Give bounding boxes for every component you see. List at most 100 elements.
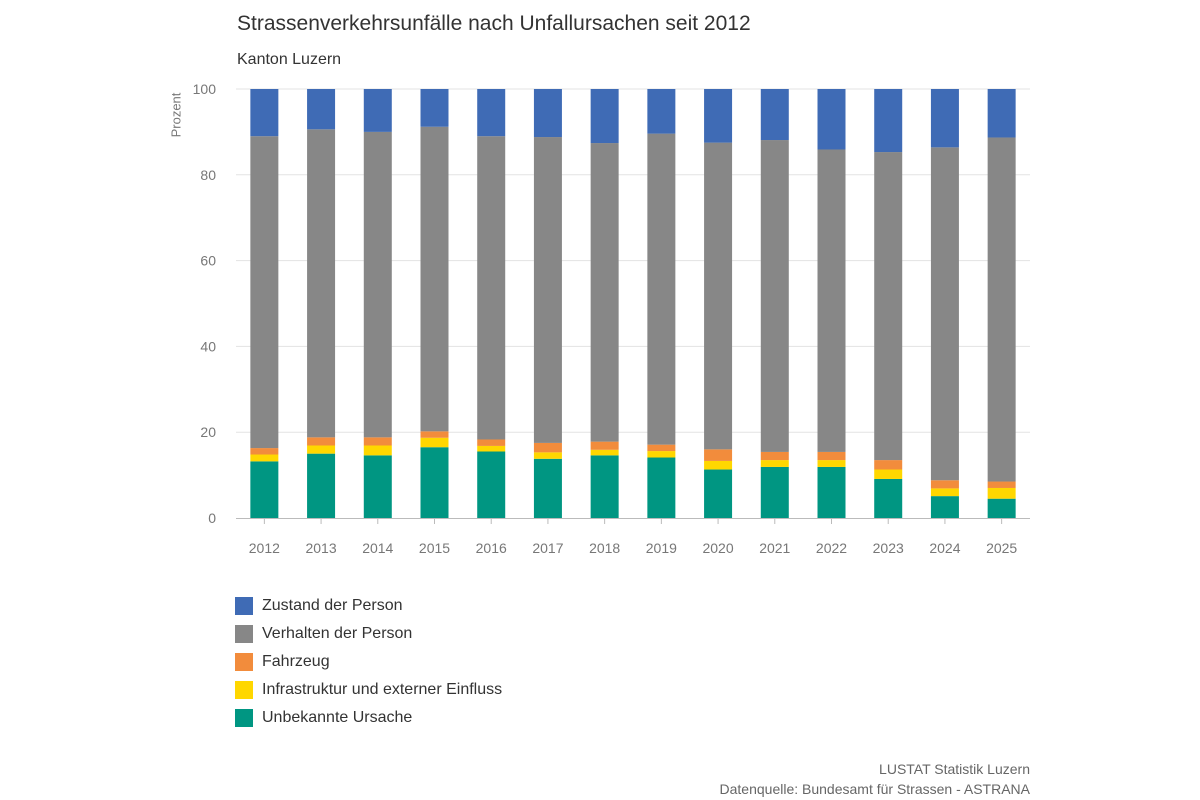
footer-data-source: Datenquelle: Bundesamt für Strassen - AS…: [719, 781, 1030, 797]
legend-item[interactable]: Unbekannte Ursache: [235, 704, 502, 732]
bar-segment-zustand-der-person: [647, 89, 676, 134]
bar-segment-infrastruktur-und-externer-einfluss: [874, 469, 903, 479]
bar-segment-zustand-der-person: [307, 89, 336, 130]
bar-segment-verhalten-der-person: [250, 136, 279, 449]
bar-segment-verhalten-der-person: [817, 149, 846, 452]
x-tick-label: 2013: [305, 540, 336, 556]
bar-stack-2025: [987, 89, 1016, 518]
bar-segment-unbekannte-ursache: [704, 469, 733, 518]
bar-segment-verhalten-der-person: [533, 137, 562, 443]
bar-segment-fahrzeug: [817, 451, 846, 461]
x-tick-label: 2014: [362, 540, 393, 556]
bar-segment-fahrzeug: [363, 437, 392, 446]
legend-label: Verhalten der Person: [262, 625, 413, 642]
axes: 0 20 40 60 80 100 2012 2013 2014 2015 2016 2017 2018…: [193, 81, 1030, 556]
bar-segment-verhalten-der-person: [477, 136, 506, 440]
legend-label: Fahrzeug: [262, 653, 330, 670]
bar-segment-unbekannte-ursache: [647, 457, 676, 518]
bar-segment-zustand-der-person: [477, 89, 506, 137]
bar-stack-2018: [590, 89, 619, 518]
bar-segment-fahrzeug: [250, 448, 279, 455]
bar-segment-infrastruktur-und-externer-einfluss: [250, 454, 279, 462]
legend: Zustand der Person Verhalten der Person Fa…: [235, 592, 502, 732]
bar-segment-zustand-der-person: [590, 89, 619, 144]
bar-segment-fahrzeug: [987, 481, 1016, 488]
bar-segment-fahrzeug: [590, 441, 619, 450]
y-tick-label: 80: [200, 167, 216, 183]
bars: [250, 89, 1016, 518]
legend-label: Zustand der Person: [262, 597, 403, 614]
bar-segment-infrastruktur-und-externer-einfluss: [817, 460, 846, 467]
bar-segment-unbekannte-ursache: [477, 451, 506, 518]
x-tick-label: 2017: [532, 540, 563, 556]
bar-segment-infrastruktur-und-externer-einfluss: [420, 437, 449, 448]
bar-stack-2019: [647, 89, 676, 518]
bar-stack-2022: [817, 89, 846, 518]
bar-segment-unbekannte-ursache: [874, 478, 903, 518]
footer-organization: LUSTAT Statistik Luzern: [879, 761, 1030, 777]
legend-swatch: [235, 653, 253, 671]
legend-item[interactable]: Fahrzeug: [235, 648, 502, 676]
bar-segment-verhalten-der-person: [930, 147, 959, 481]
legend-item[interactable]: Verhalten der Person: [235, 620, 502, 648]
y-tick-label: 0: [208, 510, 216, 526]
bar-segment-infrastruktur-und-externer-einfluss: [760, 460, 789, 467]
x-tick-label: 2023: [873, 540, 904, 556]
bar-segment-verhalten-der-person: [420, 126, 449, 432]
bar-segment-unbekannte-ursache: [590, 455, 619, 518]
bar-segment-fahrzeug: [930, 480, 959, 489]
bar-segment-unbekannte-ursache: [760, 466, 789, 518]
bar-segment-fahrzeug: [477, 439, 506, 446]
legend-item[interactable]: Zustand der Person: [235, 592, 502, 620]
bar-segment-zustand-der-person: [533, 89, 562, 138]
bar-segment-verhalten-der-person: [704, 142, 733, 450]
bar-segment-unbekannte-ursache: [533, 458, 562, 518]
bar-segment-zustand-der-person: [250, 89, 279, 137]
x-tick-label: 2024: [929, 540, 960, 556]
legend-swatch: [235, 681, 253, 699]
bar-stack-2015: [420, 89, 449, 518]
bar-segment-infrastruktur-und-externer-einfluss: [704, 460, 733, 470]
bar-segment-fahrzeug: [874, 460, 903, 470]
bar-segment-zustand-der-person: [363, 89, 392, 132]
bar-stack-2014: [363, 89, 392, 518]
x-tick-label: 2020: [702, 540, 733, 556]
bar-stack-2017: [533, 89, 562, 518]
bar-segment-verhalten-der-person: [647, 133, 676, 445]
bar-segment-unbekannte-ursache: [250, 461, 279, 518]
bar-segment-fahrzeug: [307, 437, 336, 446]
bar-segment-zustand-der-person: [930, 89, 959, 148]
legend-item[interactable]: Infrastruktur und externer Einfluss: [235, 676, 502, 704]
bar-segment-infrastruktur-und-externer-einfluss: [477, 445, 506, 452]
bar-stack-2013: [307, 89, 336, 518]
x-tick-label: 2021: [759, 540, 790, 556]
legend-swatch: [235, 597, 253, 615]
bar-stack-2020: [704, 89, 733, 518]
bar-segment-unbekannte-ursache: [817, 466, 846, 518]
bar-segment-verhalten-der-person: [363, 131, 392, 438]
bar-stack-2012: [250, 89, 279, 518]
y-tick-label: 60: [200, 253, 216, 269]
bar-segment-infrastruktur-und-externer-einfluss: [647, 451, 676, 458]
chart-subtitle: Kanton Luzern: [237, 51, 342, 68]
legend-swatch: [235, 709, 253, 727]
x-tick-label: 2025: [986, 540, 1017, 556]
bar-segment-infrastruktur-und-externer-einfluss: [533, 452, 562, 459]
legend-label: Infrastruktur und externer Einfluss: [262, 681, 503, 698]
bar-segment-zustand-der-person: [420, 89, 449, 127]
y-tick-label: 40: [200, 338, 216, 354]
bar-segment-fahrzeug: [647, 444, 676, 452]
bar-segment-verhalten-der-person: [307, 129, 336, 438]
bar-segment-zustand-der-person: [704, 89, 733, 143]
bar-segment-verhalten-der-person: [760, 140, 789, 452]
bar-segment-zustand-der-person: [874, 89, 903, 153]
bar-segment-fahrzeug: [760, 451, 789, 461]
bar-segment-fahrzeug: [420, 431, 449, 438]
bar-stack-2023: [874, 89, 903, 518]
y-tick-label: 20: [200, 424, 216, 440]
x-tick-label: 2015: [419, 540, 450, 556]
bar-segment-unbekannte-ursache: [930, 496, 959, 518]
bar-segment-verhalten-der-person: [987, 137, 1016, 482]
bar-segment-zustand-der-person: [760, 89, 789, 141]
